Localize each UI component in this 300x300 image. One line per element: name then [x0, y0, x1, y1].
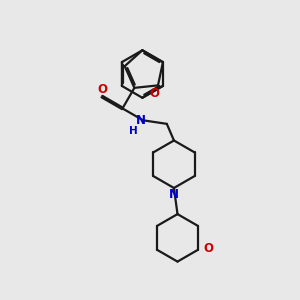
- Text: O: O: [97, 83, 107, 96]
- Text: H: H: [129, 126, 137, 136]
- Text: N: N: [169, 188, 179, 201]
- Text: N: N: [136, 114, 146, 127]
- Text: O: O: [203, 242, 213, 255]
- Text: O: O: [149, 87, 159, 100]
